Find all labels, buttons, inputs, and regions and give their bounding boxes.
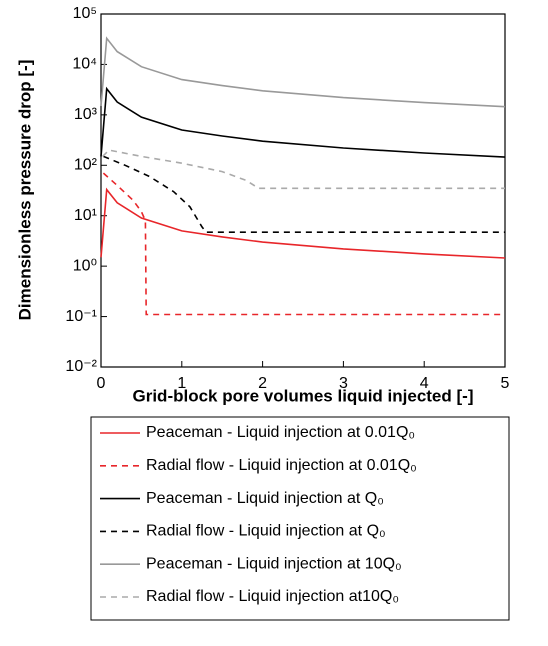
series-line (100, 36, 506, 108)
y-tick-label: 10³ (74, 106, 98, 123)
x-tick-label: 1 (177, 375, 186, 392)
y-tick-label: 10⁻¹ (65, 308, 97, 325)
legend-label: Radial flow - Liquid injection at10Q₀ (146, 588, 399, 605)
x-tick-label: 5 (501, 375, 510, 392)
series-line (102, 149, 505, 190)
y-axis-label: Dimensionless pressure drop [-] (15, 60, 34, 321)
plot-frame (100, 13, 506, 368)
y-tick-label: 10⁰ (73, 257, 97, 274)
y-tick-label: 10² (74, 157, 98, 174)
y-tick-label: 10¹ (74, 207, 97, 224)
series-line (100, 86, 506, 158)
y-tick-label: 10⁵ (73, 5, 97, 22)
series-line (100, 187, 506, 259)
legend-label: Peaceman - Liquid injection at 10Q₀ (146, 555, 402, 572)
y-tick-label: 10⁴ (72, 56, 97, 73)
legend-label: Peaceman - Liquid injection at 0.01Q₀ (146, 424, 415, 441)
y-tick-label: 10⁻² (65, 358, 97, 375)
x-tick-label: 0 (97, 375, 106, 392)
x-tick-label: 3 (339, 375, 348, 392)
legend-label: Radial flow - Liquid injection at Q₀ (146, 523, 386, 540)
series-line (102, 172, 505, 316)
legend-box (90, 416, 510, 621)
x-axis-label: Grid-block pore volumes liquid injected … (133, 386, 474, 405)
legend-label: Peaceman - Liquid injection at Q₀ (146, 490, 384, 507)
legend-label: Radial flow - Liquid injection at 0.01Q₀ (146, 457, 417, 474)
x-tick-label: 4 (420, 375, 429, 392)
x-tick-label: 2 (258, 375, 267, 392)
series-line (103, 155, 505, 233)
